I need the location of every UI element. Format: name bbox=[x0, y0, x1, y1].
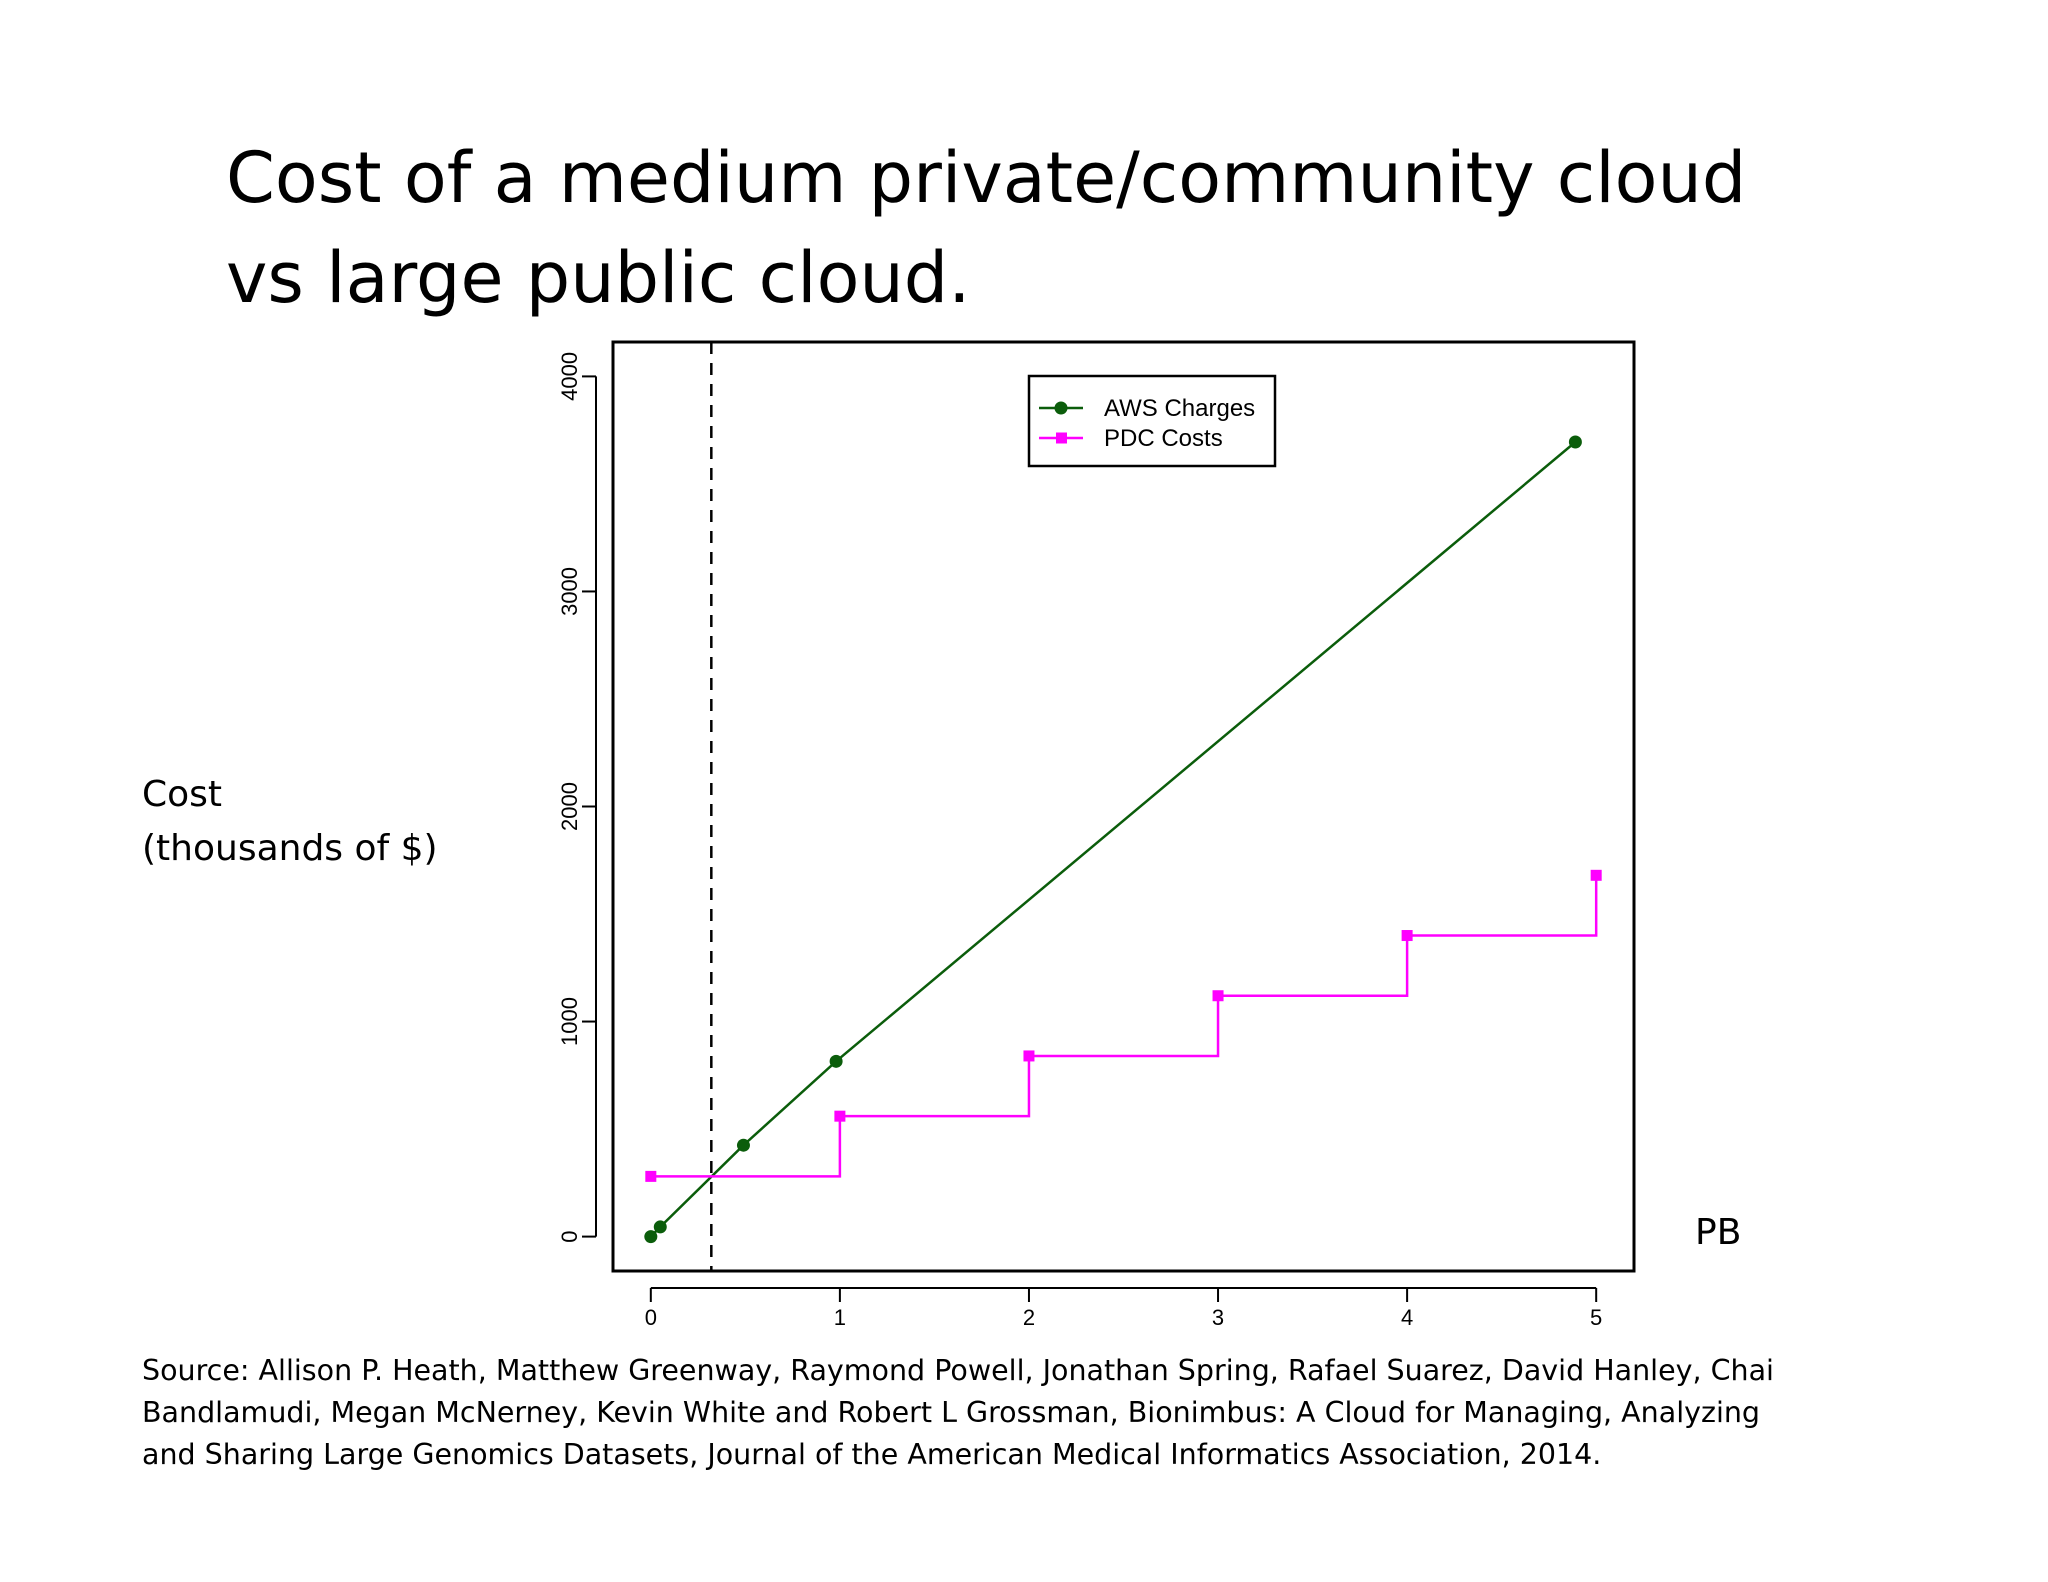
series-line-pdc-costs bbox=[650, 875, 1598, 1178]
y-tick-label: 4000 bbox=[557, 352, 582, 401]
legend-label: AWS Charges bbox=[1104, 395, 1255, 422]
plot-frame bbox=[611, 340, 1636, 1273]
data-point bbox=[1568, 435, 1582, 449]
y-tick-label: 0 bbox=[557, 1230, 582, 1242]
data-point bbox=[736, 1138, 750, 1152]
x-tick-label: 1 bbox=[834, 1305, 846, 1330]
slide-title: Cost of a medium private/community cloud… bbox=[226, 128, 1826, 328]
y-tick-label: 1000 bbox=[557, 997, 582, 1046]
y-axis-label: Cost (thousands of $) bbox=[142, 768, 438, 876]
x-tick-label: 4 bbox=[1401, 1305, 1413, 1330]
y-axis-label-line-1: Cost bbox=[142, 774, 223, 815]
data-point bbox=[645, 1170, 657, 1182]
legend-swatch-marker bbox=[1056, 432, 1067, 444]
series-line-aws-charges bbox=[649, 441, 1577, 1238]
source-citation: Source: Allison P. Heath, Matthew Greenw… bbox=[142, 1350, 1942, 1476]
data-point bbox=[1401, 930, 1413, 942]
title-line-2: vs large public cloud. bbox=[226, 237, 971, 319]
data-point bbox=[653, 1220, 667, 1234]
y-axis-label-line-2: (thousands of $) bbox=[142, 828, 438, 869]
source-line-2: Bandlamudi, Megan McNerney, Kevin White … bbox=[142, 1396, 1761, 1429]
x-tick-label: 2 bbox=[1023, 1305, 1035, 1330]
x-tick-label: 0 bbox=[645, 1305, 657, 1330]
data-point bbox=[1590, 869, 1602, 881]
data-point bbox=[829, 1054, 843, 1068]
legend-label: PDC Costs bbox=[1104, 425, 1223, 452]
y-tick-label: 2000 bbox=[557, 782, 582, 831]
x-tick-label: 3 bbox=[1212, 1305, 1224, 1330]
y-tick-label: 3000 bbox=[557, 567, 582, 616]
x-tick-label: 5 bbox=[1590, 1305, 1602, 1330]
legend-box bbox=[1027, 374, 1277, 468]
data-point bbox=[1212, 990, 1224, 1002]
source-line-3: and Sharing Large Genomics Datasets, Jou… bbox=[142, 1438, 1602, 1471]
data-point bbox=[834, 1110, 846, 1122]
legend-swatch-marker bbox=[1054, 401, 1068, 415]
x-axis-label: PB bbox=[1695, 1212, 1742, 1253]
data-point bbox=[644, 1230, 658, 1244]
data-point bbox=[1023, 1050, 1035, 1062]
source-line-1: Source: Allison P. Heath, Matthew Greenw… bbox=[142, 1354, 1774, 1387]
title-line-1: Cost of a medium private/community cloud bbox=[226, 137, 1747, 219]
